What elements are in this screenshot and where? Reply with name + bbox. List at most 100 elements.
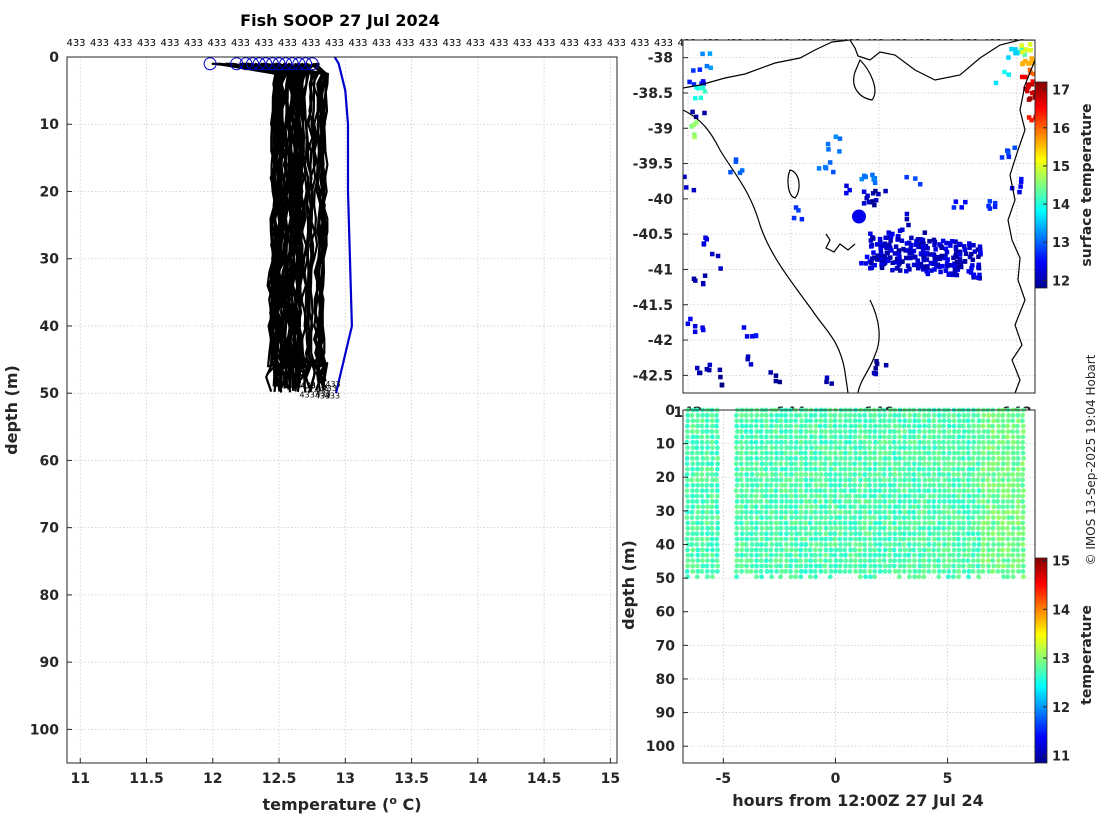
section-point bbox=[764, 525, 770, 531]
sst-cell bbox=[873, 188, 878, 194]
section-point bbox=[749, 552, 754, 558]
section-point bbox=[803, 439, 809, 445]
profile-x-label: temperature (o C) bbox=[262, 794, 421, 815]
section-point bbox=[709, 488, 715, 494]
section-point bbox=[980, 477, 986, 483]
section-point bbox=[877, 558, 882, 563]
section-point bbox=[823, 542, 829, 547]
section-point bbox=[897, 499, 903, 504]
section-point bbox=[872, 499, 878, 504]
section-point bbox=[877, 563, 883, 569]
section-point bbox=[976, 569, 981, 574]
section-point bbox=[921, 569, 927, 574]
sst-cell bbox=[685, 321, 691, 327]
section-point bbox=[873, 423, 878, 429]
section-point bbox=[975, 509, 981, 515]
section-point bbox=[848, 445, 854, 451]
section-point bbox=[873, 509, 878, 515]
section-point bbox=[907, 429, 913, 434]
section-point bbox=[980, 531, 986, 537]
section-point bbox=[685, 413, 691, 418]
profile-id-label: 433 bbox=[395, 38, 414, 49]
section-point bbox=[877, 542, 883, 547]
section-point bbox=[699, 520, 705, 526]
section-point bbox=[1020, 520, 1026, 526]
section-point bbox=[921, 461, 927, 467]
section-point bbox=[793, 509, 799, 515]
section-point bbox=[809, 552, 814, 558]
section-point bbox=[902, 429, 907, 434]
profile-end-label: 433 bbox=[300, 382, 315, 391]
section-point bbox=[946, 488, 952, 494]
section-point bbox=[921, 574, 927, 580]
section-point bbox=[739, 509, 745, 515]
section-point bbox=[1011, 536, 1016, 542]
section-point bbox=[734, 423, 740, 429]
section-point bbox=[996, 536, 1002, 542]
section-point bbox=[896, 574, 902, 580]
section-point bbox=[822, 488, 828, 494]
sst-cell bbox=[883, 188, 888, 194]
profile-y-tick-label: 40 bbox=[40, 319, 60, 335]
section-point bbox=[695, 482, 700, 488]
section-point bbox=[906, 515, 912, 520]
section-point bbox=[1011, 542, 1016, 547]
section-point bbox=[783, 536, 789, 542]
section-y-tick-label: 20 bbox=[656, 470, 676, 486]
section-point bbox=[768, 536, 774, 542]
surface-marker bbox=[252, 57, 266, 71]
section-point bbox=[748, 558, 754, 563]
sst-cell bbox=[707, 51, 713, 56]
section-point bbox=[784, 525, 789, 531]
section-point bbox=[828, 515, 834, 520]
section-point bbox=[887, 520, 893, 526]
sst-cell bbox=[905, 263, 911, 268]
section-point bbox=[853, 531, 858, 537]
section-point bbox=[822, 563, 828, 569]
section-point bbox=[734, 418, 740, 424]
section-point bbox=[867, 472, 873, 477]
section-point bbox=[961, 536, 967, 542]
section-point bbox=[996, 542, 1001, 547]
sst-cell bbox=[704, 237, 709, 242]
section-point bbox=[685, 466, 690, 472]
section-point bbox=[985, 520, 991, 526]
sst-cell bbox=[911, 262, 917, 268]
sst-cell bbox=[683, 174, 687, 180]
section-point bbox=[763, 493, 769, 499]
section-point bbox=[996, 563, 1001, 569]
section-point bbox=[754, 456, 759, 461]
section-point bbox=[818, 418, 824, 424]
section-point bbox=[813, 493, 819, 499]
section-point bbox=[818, 552, 823, 558]
section-point bbox=[793, 456, 799, 461]
section-point bbox=[887, 482, 893, 488]
section-point bbox=[827, 472, 833, 477]
sst-cell bbox=[847, 187, 852, 193]
section-point bbox=[700, 456, 706, 461]
sst-cell bbox=[904, 211, 910, 217]
section-point bbox=[744, 499, 750, 504]
section-point bbox=[995, 569, 1001, 574]
sst-cell bbox=[879, 262, 885, 267]
section-point bbox=[867, 434, 872, 440]
section-point bbox=[966, 547, 972, 553]
section-point bbox=[857, 531, 863, 537]
section-point bbox=[877, 418, 883, 424]
sst-cell bbox=[883, 362, 889, 368]
sst-cell bbox=[869, 260, 874, 266]
section-point bbox=[912, 525, 917, 531]
section-point bbox=[867, 569, 873, 574]
section-point bbox=[694, 488, 700, 494]
sst-cell bbox=[954, 249, 959, 255]
section-point bbox=[783, 520, 789, 526]
section-point bbox=[907, 456, 913, 461]
profile-y-tick-label: 0 bbox=[49, 50, 59, 66]
section-point bbox=[838, 450, 844, 456]
section-point bbox=[892, 558, 897, 563]
section-point bbox=[744, 434, 750, 440]
section-point bbox=[779, 569, 785, 574]
sst-cell bbox=[942, 255, 948, 261]
coastline bbox=[683, 40, 1035, 393]
